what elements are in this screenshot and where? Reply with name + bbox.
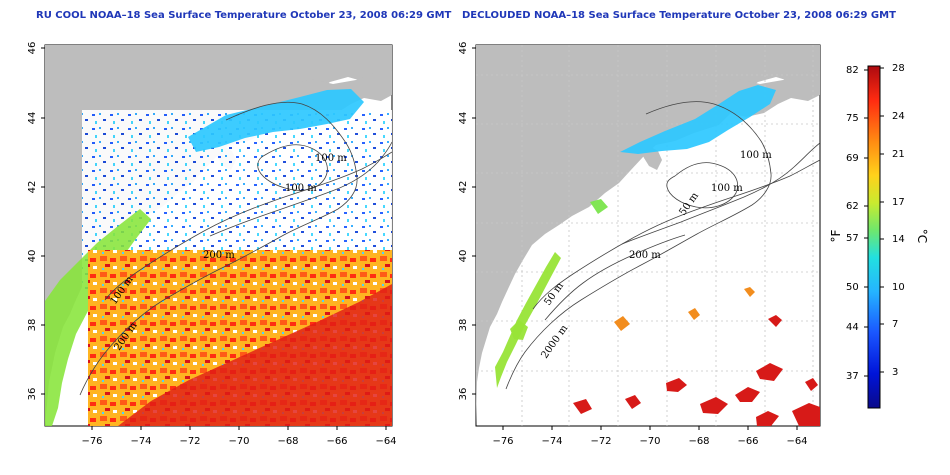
left-contour-2000m <box>104 151 392 301</box>
right-y-tick-6: 36 <box>458 388 469 401</box>
left-y-tick-2: 44 <box>27 112 38 125</box>
right-gulf-of-maine <box>620 85 776 154</box>
celsius-unit-label: °C <box>915 229 929 243</box>
right-x-tick-5: −68 <box>688 436 709 447</box>
right-contour-100m <box>505 101 772 390</box>
left-x-tick-7: −64 <box>375 436 396 447</box>
left-y-tick-1: 46 <box>27 42 38 55</box>
celsius-tick-5: 14 <box>892 234 905 245</box>
fahrenheit-tick-3: 69 <box>846 153 859 164</box>
left-y-tick-3: 42 <box>27 181 38 194</box>
celsius-tick-1: 28 <box>892 63 905 74</box>
right-green-patch <box>590 199 608 214</box>
left-contour-label-1: 100 m <box>315 153 347 164</box>
right-contour-50m <box>666 162 738 209</box>
left-x-tick-1: −76 <box>81 436 102 447</box>
right-x-tick-7: −64 <box>786 436 807 447</box>
left-contour-200m <box>209 141 392 237</box>
left-y-tick-5: 38 <box>27 319 38 332</box>
fahrenheit-tick-4: 62 <box>846 201 859 212</box>
left-y-tick-6: 36 <box>27 388 38 401</box>
celsius-tick-6: 10 <box>892 282 905 293</box>
fahrenheit-unit-label: °F <box>829 229 843 242</box>
left-y-tick-4: 40 <box>27 250 38 263</box>
right-contour-label-2: 100 m <box>711 183 743 194</box>
right-orange-patches <box>614 287 755 331</box>
right-y-tick-5: 38 <box>458 319 469 332</box>
right-y-tick-3: 42 <box>458 181 469 194</box>
left-contour-100m <box>79 101 358 396</box>
fahrenheit-tick-7: 44 <box>846 322 859 333</box>
fahrenheit-tick-8: 37 <box>846 371 859 382</box>
right-map-title: DECLOUDED NOAA–18 Sea Surface Temperatur… <box>462 10 896 21</box>
right-x-axis: −76 −74 −72 −70 −68 −66 −64 <box>492 426 808 447</box>
right-contour-200m <box>621 142 820 245</box>
right-y-tick-1: 46 <box>458 42 469 55</box>
right-map-panel: 100 m 100 m 50 m 200 m 50 m 2000 m <box>475 44 821 427</box>
right-x-tick-6: −66 <box>737 436 758 447</box>
right-x-tick-3: −72 <box>590 436 611 447</box>
right-x-tick-4: −70 <box>639 436 660 447</box>
right-x-tick-1: −76 <box>492 436 513 447</box>
right-y-tick-4: 40 <box>458 250 469 263</box>
right-y-axis: 46 44 42 40 38 36 <box>458 42 476 401</box>
left-x-axis: −76 −74 −72 −70 −68 −66 −64 <box>81 426 397 447</box>
right-contour-2000m <box>532 159 820 310</box>
right-x-tick-2: −74 <box>541 436 562 447</box>
right-coastal-water <box>495 252 561 388</box>
celsius-tick-3: 21 <box>892 149 905 160</box>
left-x-tick-2: −74 <box>130 436 151 447</box>
right-contour-label-1: 100 m <box>740 150 772 161</box>
left-x-tick-3: −72 <box>179 436 200 447</box>
celsius-tick-7: 7 <box>892 319 898 330</box>
right-y-tick-2: 44 <box>458 112 469 125</box>
fahrenheit-tick-6: 50 <box>846 282 859 293</box>
left-map-title: RU COOL NOAA–18 Sea Surface Temperature … <box>36 10 452 21</box>
left-red-water <box>118 284 392 426</box>
left-gulf-of-maine <box>188 89 364 152</box>
left-y-axis: 46 44 42 40 38 36 <box>27 42 45 401</box>
colorbar-scale <box>867 65 881 409</box>
right-contour-label-4: 200 m <box>629 250 661 261</box>
right-nj-patch <box>510 320 528 340</box>
left-x-tick-6: −66 <box>326 436 347 447</box>
right-warm-patches <box>573 315 820 426</box>
left-contour-label-3: 200 m <box>203 250 235 261</box>
sst-colorbar: 82 75 69 62 57 50 44 37 28 24 21 17 14 1… <box>829 63 929 409</box>
left-contour-label-2: 100 m <box>285 183 317 194</box>
fahrenheit-tick-1: 82 <box>846 65 859 76</box>
celsius-tick-2: 24 <box>892 111 905 122</box>
fahrenheit-tick-5: 57 <box>846 233 859 244</box>
celsius-tick-8: 3 <box>892 367 898 378</box>
right-land-mass <box>476 45 820 426</box>
right-graticule <box>476 45 820 426</box>
left-x-tick-5: −68 <box>277 436 298 447</box>
left-map-panel: 100 m 100 m 200 m 100 m 200 m <box>44 44 393 427</box>
left-x-tick-4: −70 <box>228 436 249 447</box>
fahrenheit-tick-2: 75 <box>846 113 859 124</box>
celsius-tick-4: 17 <box>892 197 905 208</box>
left-contour-extra <box>257 144 328 191</box>
right-contour-extra <box>544 234 686 321</box>
